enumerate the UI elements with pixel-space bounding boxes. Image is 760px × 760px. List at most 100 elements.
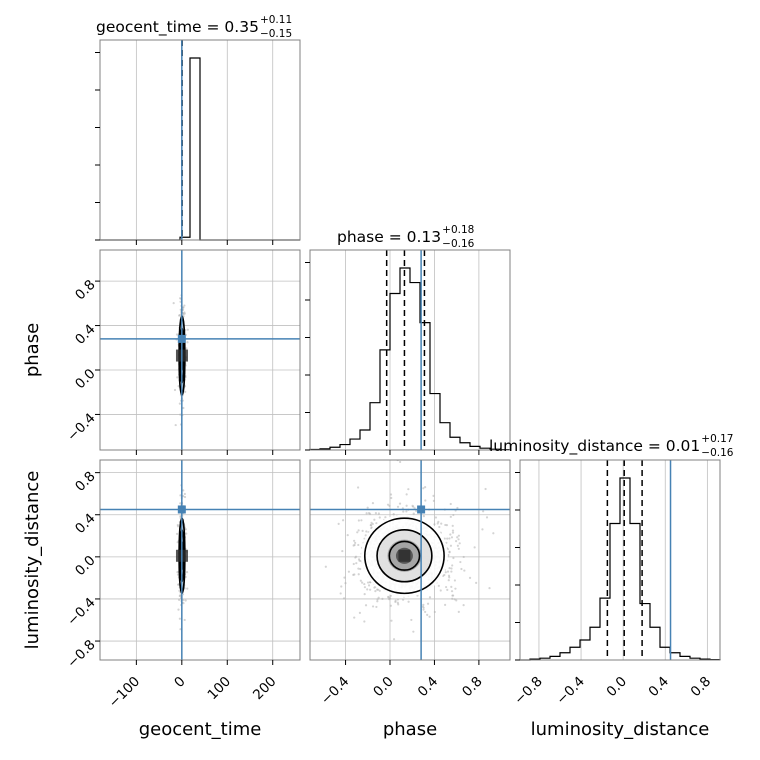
sample-point — [340, 585, 343, 588]
sample-point — [450, 590, 454, 593]
title-plus: +0.18 — [442, 224, 474, 236]
sample-point — [182, 406, 185, 410]
sample-point — [178, 589, 181, 592]
sample-point — [389, 493, 393, 496]
x-tick-label: 200 — [250, 674, 280, 704]
y-axis-label-phase: phase — [22, 323, 43, 377]
sample-point — [341, 519, 345, 522]
sample-point — [428, 596, 432, 599]
sample-point — [186, 587, 189, 590]
title-phase: phase = 0.13 +0.18 −0.16 — [337, 224, 475, 250]
panel-frame — [99, 459, 301, 661]
sample-point — [365, 530, 368, 533]
sample-point — [399, 460, 402, 464]
sample-point — [370, 526, 373, 529]
sample-point — [356, 486, 360, 489]
sample-point — [444, 585, 448, 589]
sample-point — [339, 592, 342, 595]
2d-panel-geocent_time-phase — [95, 249, 301, 455]
y-tick-label: 0.4 — [72, 321, 99, 348]
sample-point — [357, 573, 360, 576]
sample-point — [358, 611, 361, 614]
x-axis-label-geocent_time: geocent_time — [139, 719, 262, 740]
contour — [388, 540, 421, 571]
sample-point — [446, 570, 450, 573]
sample-point — [186, 341, 189, 344]
sample-point — [424, 610, 427, 614]
sample-point — [453, 598, 456, 601]
title-minus: −0.16 — [442, 238, 474, 250]
sample-point — [377, 588, 380, 591]
sample-point — [185, 570, 189, 574]
sample-point — [182, 489, 185, 492]
sample-point — [422, 514, 425, 518]
sample-point — [173, 388, 177, 392]
sample-point — [452, 513, 455, 517]
sample-point — [451, 531, 455, 534]
sample-point — [183, 492, 186, 496]
sample-point — [446, 588, 449, 591]
sample-point — [365, 512, 368, 515]
title-geocent_time: geocent_time = 0.35 +0.11 −0.15 — [96, 14, 292, 40]
sample-point — [422, 606, 425, 609]
sample-point — [354, 556, 357, 559]
sample-point — [363, 586, 367, 589]
sample-point — [460, 567, 463, 571]
sample-point — [448, 537, 451, 540]
sample-point — [407, 600, 410, 603]
sample-point — [361, 581, 364, 584]
sample-point — [357, 519, 360, 522]
sample-point — [347, 570, 350, 573]
sample-point — [175, 532, 179, 535]
sample-point — [179, 628, 182, 631]
title-plus: +0.11 — [260, 14, 292, 26]
histogram-panel-geocent_time — [95, 39, 301, 245]
sample-point — [172, 302, 175, 305]
sample-point — [411, 504, 414, 508]
sample-point — [392, 638, 396, 641]
sample-point — [184, 599, 187, 602]
sample-point — [185, 347, 188, 350]
sample-point — [392, 513, 395, 516]
sample-point — [449, 502, 452, 506]
sample-point — [457, 538, 460, 541]
sample-point — [412, 630, 415, 633]
sample-point — [369, 524, 373, 527]
sample-point — [390, 619, 393, 622]
sample-point — [183, 618, 186, 622]
sample-point — [422, 603, 425, 606]
title-minus: −0.16 — [701, 447, 733, 459]
sample-point — [410, 618, 413, 622]
sample-point — [405, 493, 408, 496]
truth-marker — [417, 505, 426, 514]
y-tick-label: −0.4 — [64, 595, 98, 629]
sample-point — [177, 608, 180, 611]
sample-point — [378, 516, 381, 519]
sample-point — [482, 510, 485, 513]
sample-point — [458, 542, 461, 545]
sample-point — [422, 608, 425, 611]
sample-point — [363, 582, 366, 586]
sample-point — [376, 600, 379, 603]
sample-point — [434, 516, 438, 519]
sample-point — [428, 615, 431, 618]
sample-point — [396, 505, 400, 508]
panel-frame — [99, 249, 301, 451]
sample-point — [405, 510, 408, 513]
sample-point — [182, 599, 185, 602]
density-peak — [398, 549, 411, 562]
y-tick-label: −0.8 — [64, 637, 98, 671]
sample-point — [179, 594, 182, 598]
sample-point — [446, 537, 449, 540]
sample-point — [182, 306, 185, 309]
sample-point — [455, 599, 458, 602]
sample-point — [186, 328, 189, 331]
contour — [363, 517, 445, 595]
sample-point — [377, 596, 380, 599]
sample-point — [451, 597, 454, 600]
sample-point — [454, 587, 457, 590]
sample-point — [451, 524, 454, 527]
sample-point — [183, 311, 186, 314]
sample-point — [360, 519, 363, 522]
sample-point — [184, 528, 187, 531]
